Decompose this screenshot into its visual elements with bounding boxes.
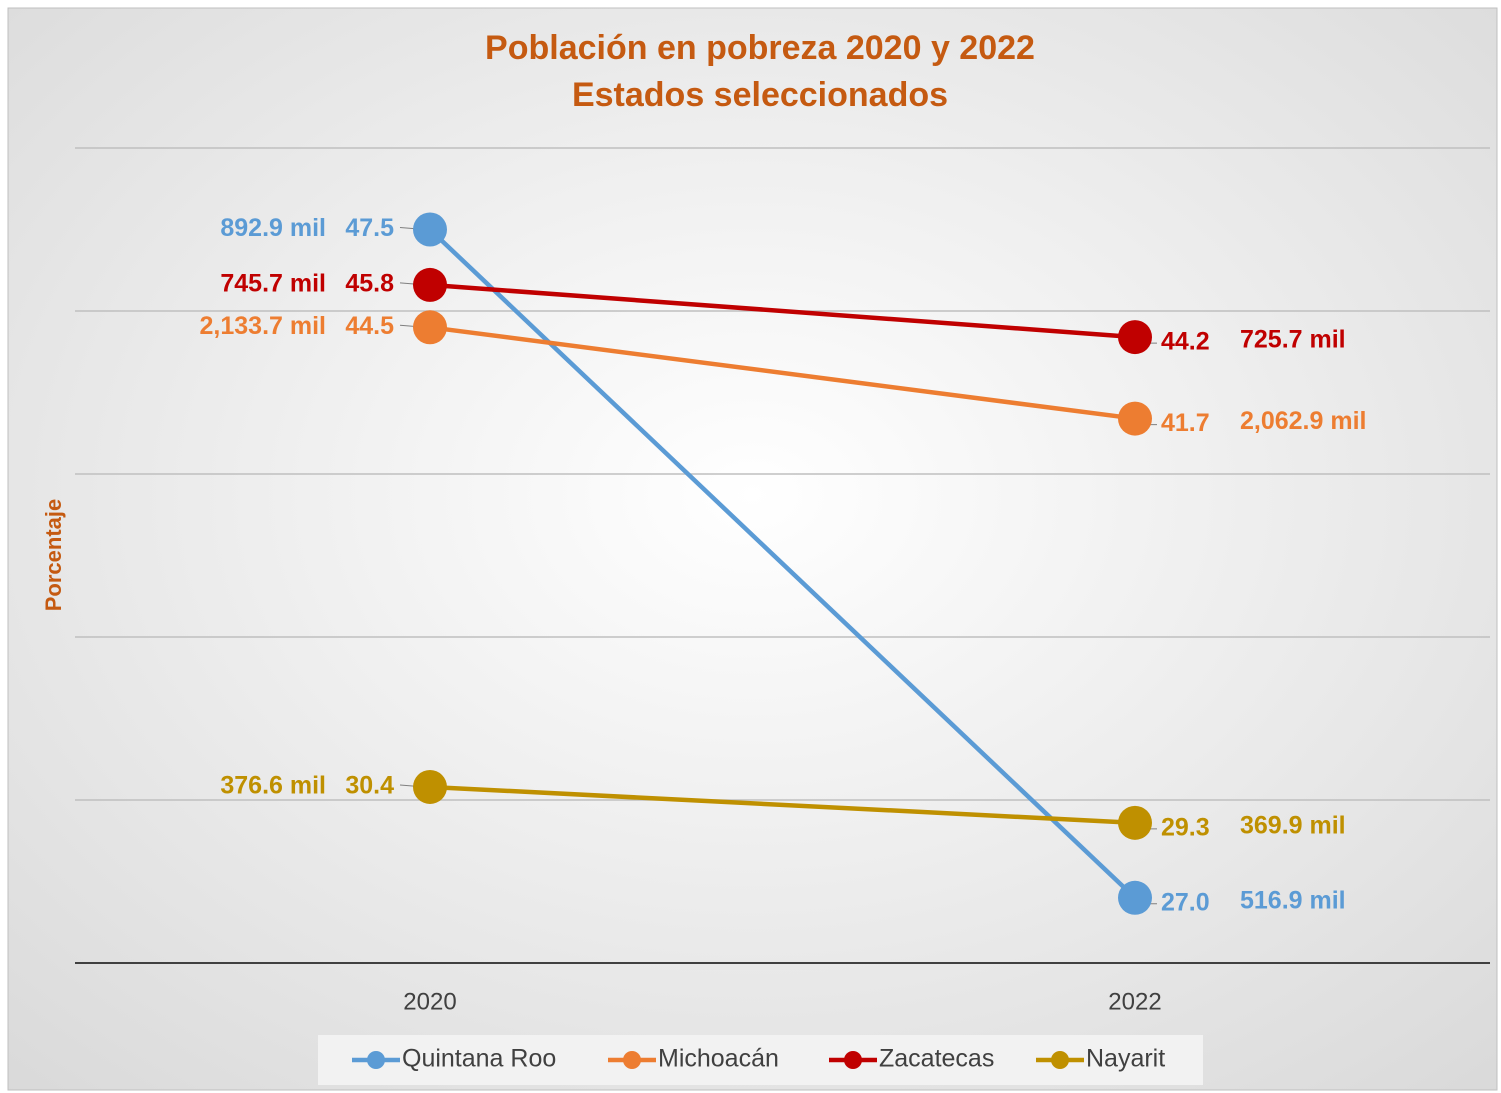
population-label: 892.9 mil [220, 214, 326, 242]
data-label: 30.4 [345, 772, 394, 800]
legend-label: Nayarit [1086, 1045, 1165, 1073]
population-label: 376.6 mil [220, 772, 326, 800]
y-axis-title: Porcentaje [41, 499, 66, 612]
chart-title: Población en pobreza 2020 y 2022 [485, 29, 1035, 67]
marker [413, 212, 447, 247]
legend-label: Michoacán [658, 1045, 779, 1073]
data-label: 29.3 [1161, 813, 1210, 841]
x-tick-label: 2022 [1108, 988, 1161, 1015]
marker [1118, 320, 1152, 355]
marker [413, 310, 447, 345]
chart-area [7, 7, 1498, 1091]
population-label: 2,062.9 mil [1240, 407, 1366, 435]
marker [413, 267, 447, 302]
population-label: 2,133.7 mil [200, 312, 326, 340]
legend-label: Quintana Roo [402, 1045, 556, 1073]
data-label: 45.8 [345, 270, 394, 298]
marker [1118, 880, 1152, 915]
chart-subtitle: Estados seleccionados [572, 76, 948, 114]
x-tick-label: 2020 [403, 988, 456, 1015]
data-label: 44.5 [345, 312, 394, 340]
population-label: 516.9 mil [1240, 886, 1346, 914]
marker [413, 769, 447, 804]
legend-label: Zacatecas [879, 1045, 994, 1073]
legend-marker [623, 1051, 641, 1069]
series-line [429, 325, 1136, 421]
legend-marker [844, 1051, 862, 1069]
marker [1118, 401, 1152, 436]
series-line [429, 784, 1136, 826]
population-label: 369.9 mil [1240, 811, 1346, 839]
data-label: 47.5 [345, 214, 394, 242]
data-label: 44.2 [1161, 328, 1210, 356]
data-label: 27.0 [1161, 888, 1210, 916]
legend-marker [1051, 1051, 1069, 1069]
population-label: 745.7 mil [220, 270, 326, 298]
data-label: 41.7 [1161, 409, 1210, 437]
legend-marker [367, 1051, 385, 1069]
series-line [429, 282, 1136, 340]
population-label: 725.7 mil [1240, 326, 1346, 354]
marker [1118, 805, 1152, 840]
